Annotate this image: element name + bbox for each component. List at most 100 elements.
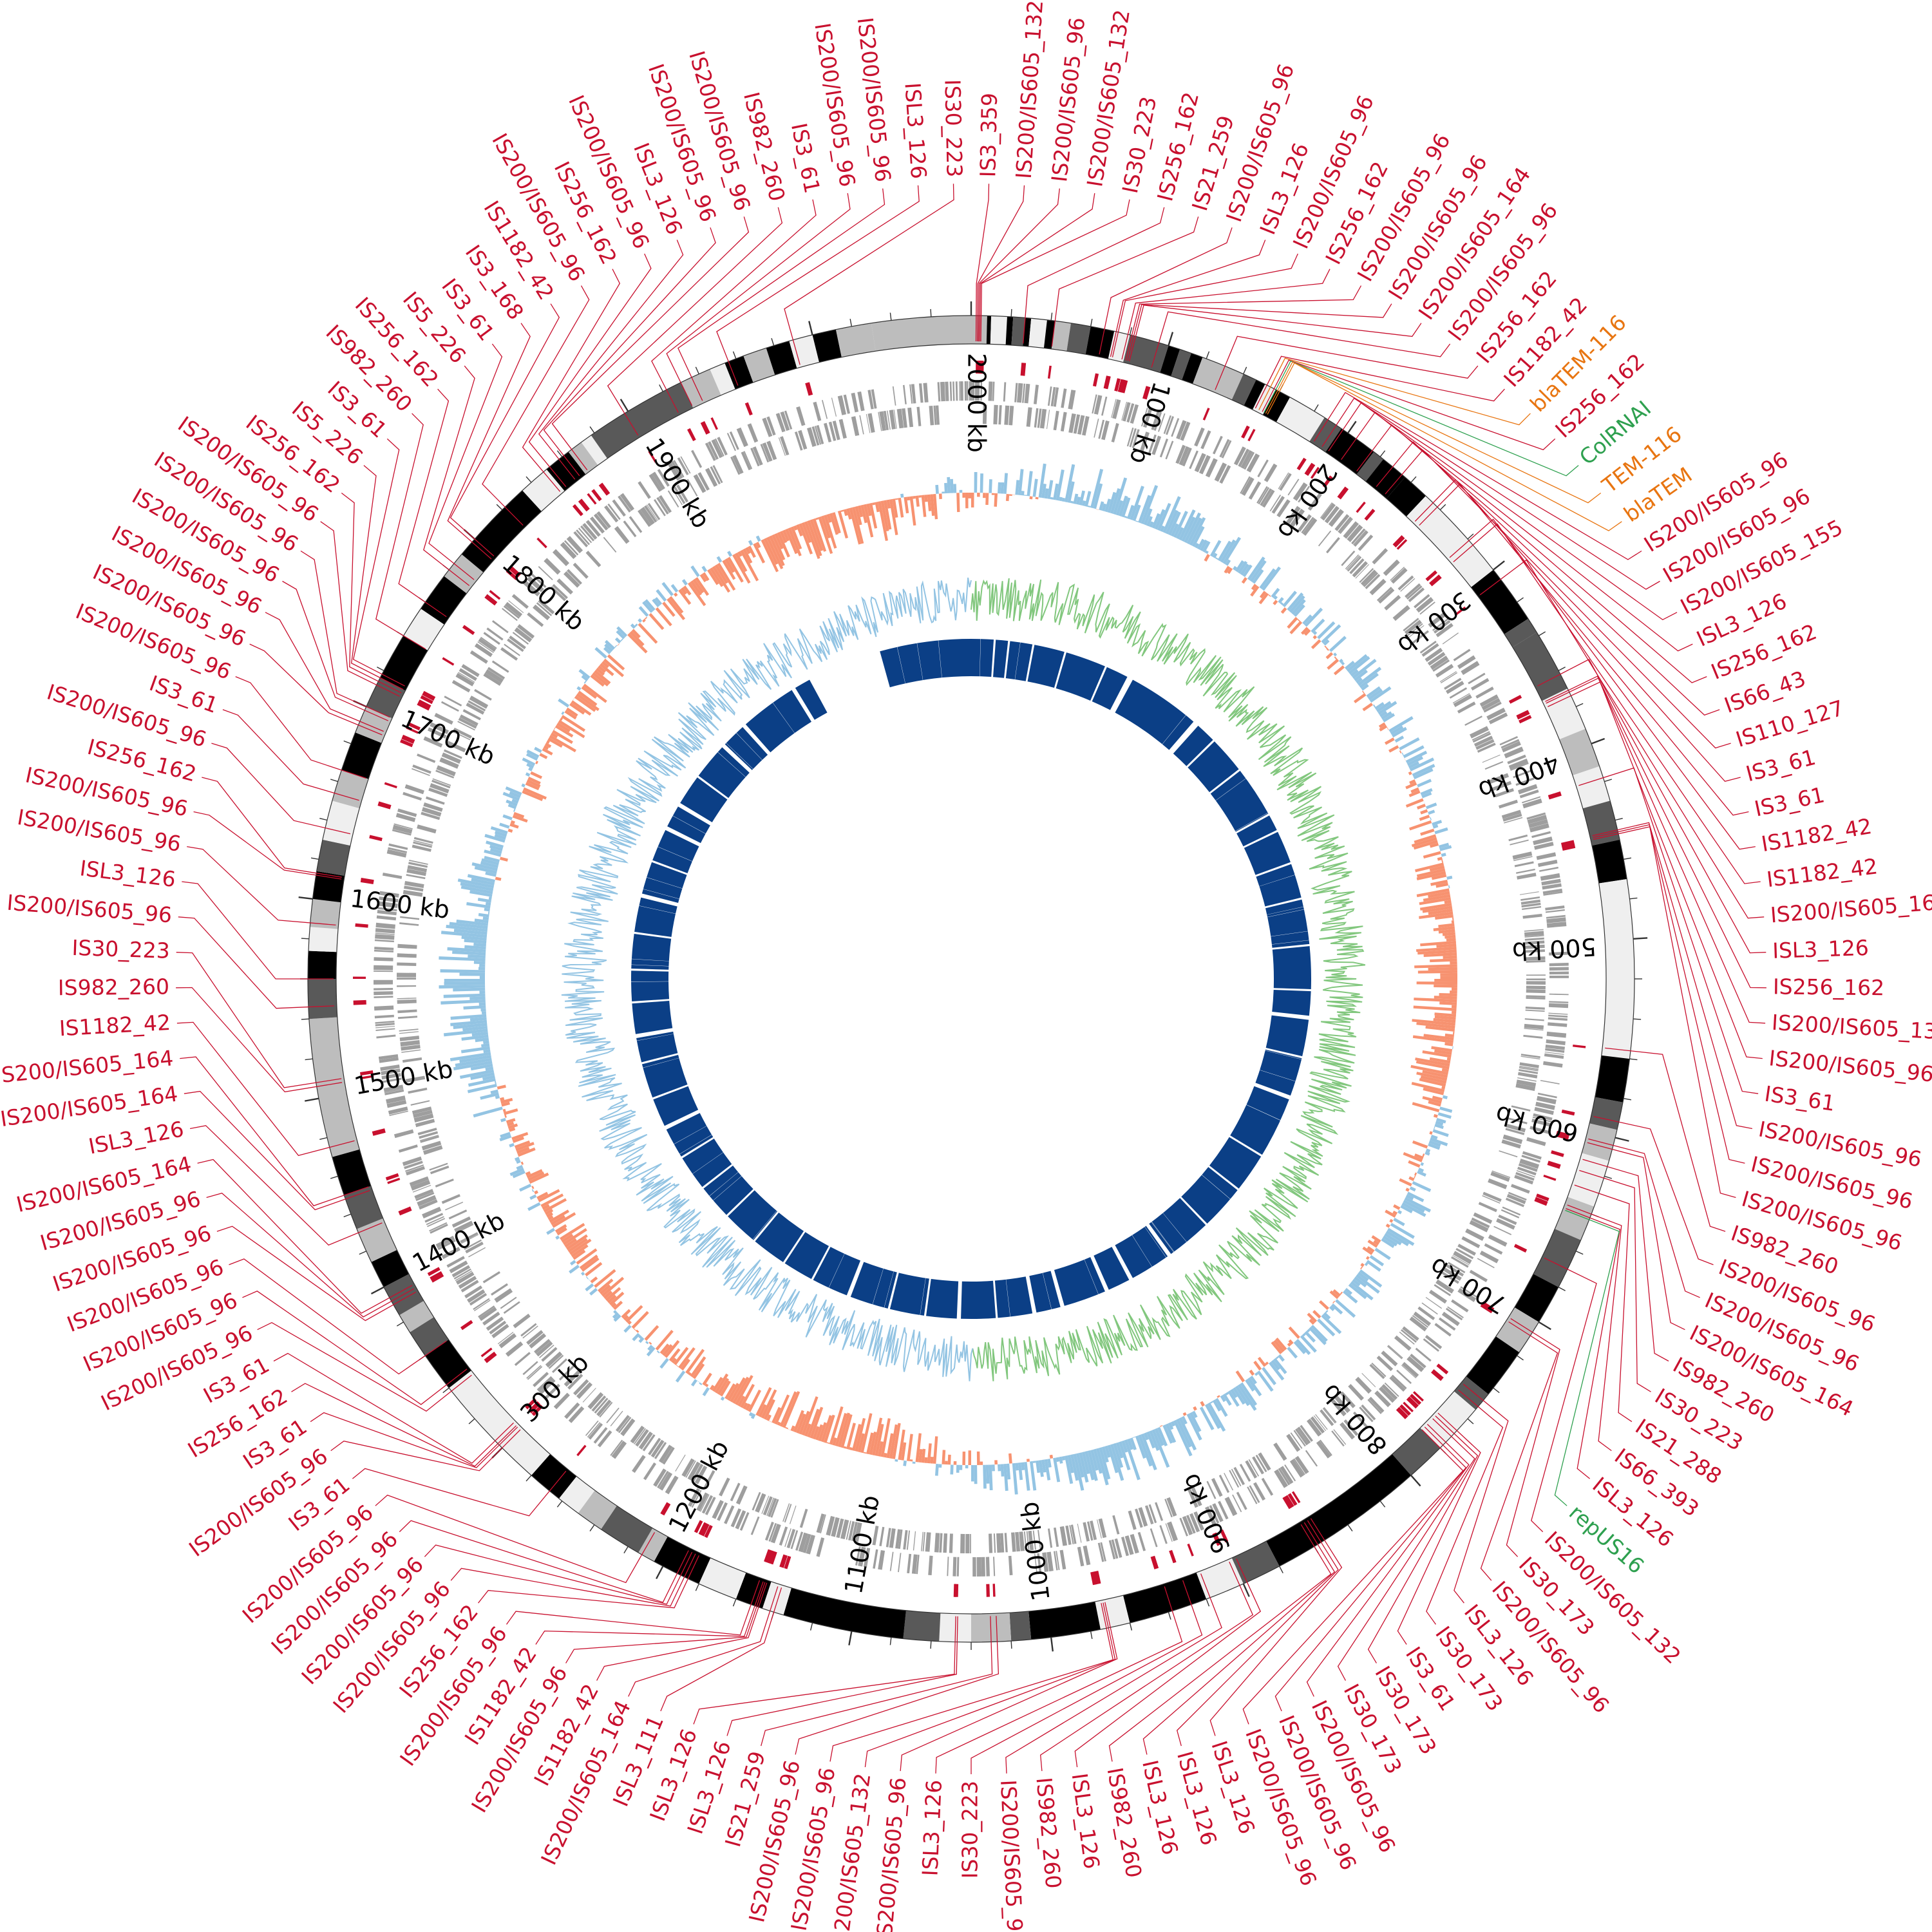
block-gap-32 bbox=[1271, 940, 1310, 945]
gene-bar-102 bbox=[1297, 514, 1312, 532]
skew-bin-38 bbox=[1081, 500, 1086, 506]
gene-bar-946 bbox=[638, 481, 651, 499]
gene-bar-109 bbox=[1318, 530, 1332, 547]
gene-bar-633 bbox=[635, 1429, 649, 1447]
is-mark-62 bbox=[1396, 1406, 1408, 1419]
gene-bar-200 bbox=[1489, 773, 1510, 784]
gene-bar-89 bbox=[1260, 488, 1273, 506]
gene-bar-881 bbox=[487, 667, 506, 680]
skew-bin-150 bbox=[1354, 669, 1368, 681]
ideogram-segment-49 bbox=[1392, 1428, 1441, 1475]
is-mark-25 bbox=[1322, 475, 1333, 488]
skew-bin-5 bbox=[985, 493, 989, 505]
connector-17 bbox=[1258, 357, 1531, 426]
gene-bar-899 bbox=[503, 605, 520, 619]
skew-bin-800 bbox=[482, 916, 489, 920]
skew-bin-417 bbox=[1249, 1369, 1255, 1376]
gene-bar-451 bbox=[1224, 1473, 1234, 1491]
gene-bar-726 bbox=[445, 1202, 464, 1211]
skew-bin-953 bbox=[727, 556, 744, 583]
gene-bar-201 bbox=[1513, 770, 1532, 779]
gene-bar-553 bbox=[895, 1529, 901, 1549]
scale-tick-1320 bbox=[468, 1418, 475, 1425]
gene-bar-694 bbox=[473, 1300, 491, 1312]
gene-bar-817 bbox=[402, 889, 423, 897]
skew-bin-295 bbox=[1420, 1075, 1447, 1084]
gene-bar-175 bbox=[1452, 693, 1470, 704]
ideogram-segment-46 bbox=[1466, 1336, 1520, 1394]
skew-bin-366 bbox=[1359, 1269, 1383, 1288]
skew-bin-186 bbox=[1409, 757, 1435, 772]
gene-bar-206 bbox=[1519, 789, 1539, 799]
gene-bar-210 bbox=[1501, 810, 1522, 819]
connector-137 bbox=[666, 193, 851, 406]
skew-bin-50 bbox=[1115, 500, 1124, 516]
skew-bin-713 bbox=[509, 1168, 525, 1177]
annotation-label-38: IS3_61 bbox=[1763, 1081, 1837, 1115]
gene-bar-297 bbox=[1516, 1079, 1537, 1087]
skew-bin-747 bbox=[470, 1072, 495, 1080]
gene-bar-459 bbox=[1209, 1504, 1220, 1524]
gene-bar-954 bbox=[672, 488, 683, 506]
block-gap-1 bbox=[692, 1151, 724, 1175]
gene-bar-836 bbox=[417, 824, 437, 834]
skew-bin-225 bbox=[1446, 875, 1453, 880]
connector-69 bbox=[1005, 1573, 1222, 1774]
block-45 bbox=[641, 862, 687, 904]
gene-bar-809 bbox=[399, 922, 419, 926]
gene-bar-141 bbox=[1405, 583, 1421, 598]
is-mark-123 bbox=[442, 657, 455, 666]
gene-bar-639 bbox=[618, 1417, 632, 1434]
annotation-label-69: IS200/IS605_96 bbox=[996, 1779, 1028, 1932]
skew-bin-194 bbox=[1408, 790, 1421, 797]
gene-bar-299 bbox=[1537, 1092, 1557, 1099]
skew-bin-286 bbox=[1422, 1050, 1452, 1058]
skew-bin-369 bbox=[1354, 1276, 1367, 1288]
gene-bar-540 bbox=[934, 1533, 940, 1553]
skew-bin-997 bbox=[846, 508, 852, 520]
ideogram-segment-22 bbox=[1309, 417, 1341, 452]
gene-bar-30 bbox=[1077, 415, 1085, 435]
skew-bin-574 bbox=[812, 1426, 820, 1440]
ideogram-segment-3 bbox=[1005, 316, 1014, 345]
skew-bin-806 bbox=[477, 898, 492, 903]
skew-bin-946 bbox=[709, 567, 724, 587]
skew-bin-258 bbox=[1440, 972, 1457, 976]
skew-bin-1028 bbox=[935, 484, 939, 494]
gene-bar-218 bbox=[1531, 831, 1551, 838]
skew-bin-28 bbox=[1053, 483, 1059, 500]
skew-bin-638 bbox=[647, 1345, 654, 1351]
skew-bin-784 bbox=[479, 963, 486, 967]
skew-bin-918 bbox=[644, 616, 648, 620]
skew-bin-896 bbox=[599, 663, 614, 676]
skew-bin-672 bbox=[581, 1271, 585, 1276]
is-mark-113 bbox=[377, 801, 392, 810]
gene-bar-677 bbox=[529, 1333, 547, 1349]
ideogram-segment-27 bbox=[1406, 496, 1493, 587]
gene-bar-136 bbox=[1376, 587, 1392, 601]
skew-bin-87 bbox=[1215, 557, 1218, 560]
skew-bin-65 bbox=[1157, 502, 1171, 531]
skew-bin-171 bbox=[1388, 715, 1414, 733]
gene-bar-797 bbox=[374, 965, 393, 971]
skew-bin-222 bbox=[1416, 868, 1446, 878]
gene-bar-791 bbox=[374, 987, 393, 990]
gene-bar-53 bbox=[1148, 434, 1157, 454]
skew-bin-732 bbox=[504, 1114, 507, 1118]
skew-bin-911 bbox=[629, 630, 645, 647]
skew-bin-26 bbox=[1047, 480, 1054, 500]
is-mark-125 bbox=[484, 594, 498, 606]
skew-bin-805 bbox=[485, 902, 491, 906]
gene-bar-312 bbox=[1502, 1134, 1523, 1144]
scale-tick-620 bbox=[1604, 1175, 1613, 1179]
block-38 bbox=[653, 1086, 699, 1126]
skew-bin-655 bbox=[613, 1310, 618, 1314]
block-gap-20 bbox=[712, 1175, 743, 1201]
skew-bin-982 bbox=[804, 521, 820, 560]
skew-bin-802 bbox=[488, 911, 490, 914]
gene-bar-719 bbox=[451, 1216, 471, 1228]
gene-bar-379 bbox=[1415, 1347, 1432, 1362]
skew-bin-768 bbox=[481, 1011, 486, 1015]
gene-bar-871 bbox=[468, 700, 486, 712]
gene-bar-39 bbox=[1112, 399, 1121, 419]
